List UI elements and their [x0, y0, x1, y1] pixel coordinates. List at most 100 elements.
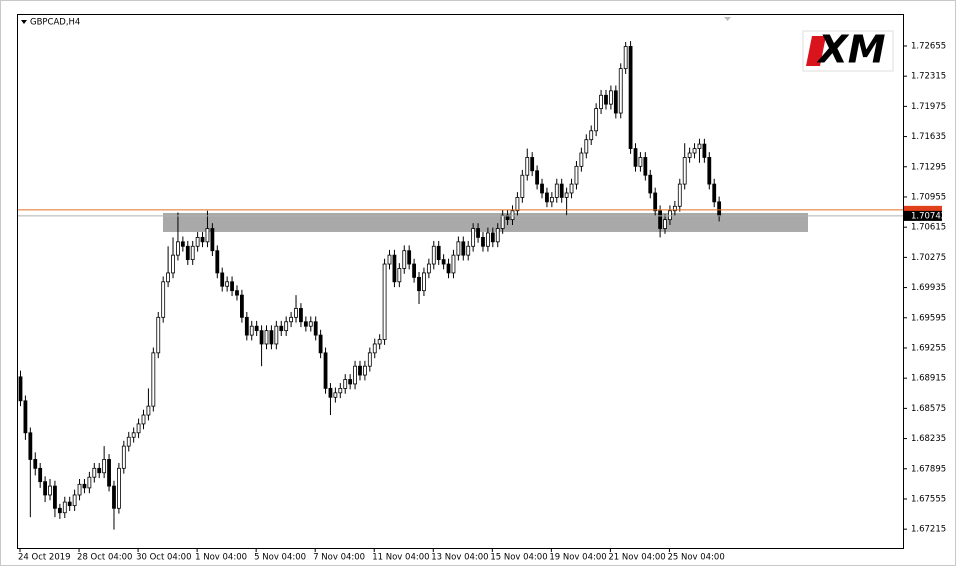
y-tick-label: 1.70275 [911, 253, 946, 263]
candle-body [638, 157, 643, 167]
x-tick-label: 1 Nov 04:00 [195, 553, 247, 563]
candle-body [87, 476, 92, 489]
ask-box [904, 205, 942, 213]
candle-body [92, 467, 97, 478]
candle-body [72, 494, 77, 507]
candle-body [485, 232, 490, 247]
candle-body [215, 250, 220, 274]
candle-body [18, 376, 23, 402]
y-tick-label: 1.71635 [911, 132, 946, 142]
x-tick-label: 5 Nov 04:00 [254, 553, 306, 563]
candle-body [372, 343, 377, 354]
y-tick-label: 1.67895 [911, 464, 946, 474]
candle-body [264, 330, 269, 345]
candle-body [658, 210, 662, 229]
candle-body [579, 152, 584, 167]
candle-body [313, 321, 318, 336]
candle-body [397, 268, 402, 283]
candle-body [82, 483, 87, 489]
candle-body [505, 214, 510, 221]
candle-body [377, 339, 382, 345]
candle-body [628, 46, 633, 149]
candle-body [28, 432, 33, 460]
candle-body [540, 183, 544, 194]
candle-body [382, 263, 387, 340]
candle-body [653, 192, 658, 212]
candle-body [318, 334, 323, 354]
candle-body [471, 228, 476, 247]
candle-body [254, 325, 259, 332]
candle-body [461, 241, 466, 256]
x-tick-label: 25 Nov 04:00 [667, 553, 724, 563]
candle-body [107, 459, 111, 487]
support-zone [163, 212, 808, 232]
candle-body [171, 254, 175, 274]
candle-body [151, 352, 156, 407]
candle-body [57, 507, 62, 514]
bid-label: 1.70742 [911, 211, 946, 221]
y-tick-label: 1.71975 [911, 102, 946, 112]
candle-body [210, 228, 215, 252]
candle-body [358, 365, 362, 376]
candle-body [520, 174, 525, 198]
candle-body [392, 254, 397, 283]
candle-body [62, 501, 67, 514]
candle-body [259, 330, 264, 345]
candle-body [112, 485, 116, 509]
candle-body [422, 272, 426, 292]
candle-body [185, 245, 190, 260]
bid-box [904, 210, 942, 221]
y-tick-label: 1.72315 [911, 72, 946, 82]
candle-body [702, 143, 707, 158]
candle-body [687, 152, 692, 158]
plot-area [17, 14, 904, 549]
y-tick-label: 1.67555 [911, 494, 946, 504]
candle-body [545, 192, 549, 203]
candle-body [121, 445, 126, 469]
candle-body [303, 321, 308, 327]
candle-body [180, 241, 185, 247]
x-tick-label: 24 Oct 2019 [18, 553, 71, 563]
y-tick-label: 1.72655 [911, 41, 946, 51]
candle-body [323, 352, 328, 389]
candle-body [43, 481, 47, 496]
y-tick-label: 1.68235 [911, 434, 946, 444]
candle-body [195, 236, 200, 247]
y-tick-label: 1.71295 [911, 162, 946, 172]
y-tick-label: 1.69595 [911, 313, 946, 323]
candle-body [33, 459, 38, 469]
candle-body [230, 281, 234, 292]
candle-body [500, 214, 505, 229]
candle-body [117, 467, 121, 509]
candle-body [643, 157, 648, 176]
y-tick-label: 1.69255 [911, 343, 946, 353]
candle-body [244, 316, 249, 336]
candle-body [604, 94, 608, 105]
candle-body [328, 387, 333, 398]
candle-body [166, 272, 171, 283]
candle-body [141, 414, 146, 425]
candle-body [102, 459, 107, 474]
candle-body [431, 245, 436, 265]
candle-body [594, 108, 599, 132]
candle-body [48, 485, 52, 496]
candle-body [668, 210, 672, 221]
candle-body [353, 365, 357, 385]
candle-body [515, 197, 520, 212]
candle-body [426, 263, 431, 274]
candle-body [38, 467, 43, 483]
candle-body [77, 483, 82, 496]
candle-body [677, 183, 682, 207]
candle-body [294, 308, 298, 318]
candle-body [333, 392, 338, 398]
y-tick-label: 1.69935 [911, 283, 946, 293]
candle-body [338, 387, 343, 394]
candle-body [530, 157, 535, 172]
candle-body [407, 250, 412, 265]
candle-body [299, 308, 303, 323]
candle-body [161, 281, 166, 318]
candle-body [136, 423, 141, 434]
candle-body [387, 254, 392, 265]
candle-body [574, 165, 579, 185]
logo-text: XM [816, 28, 885, 72]
